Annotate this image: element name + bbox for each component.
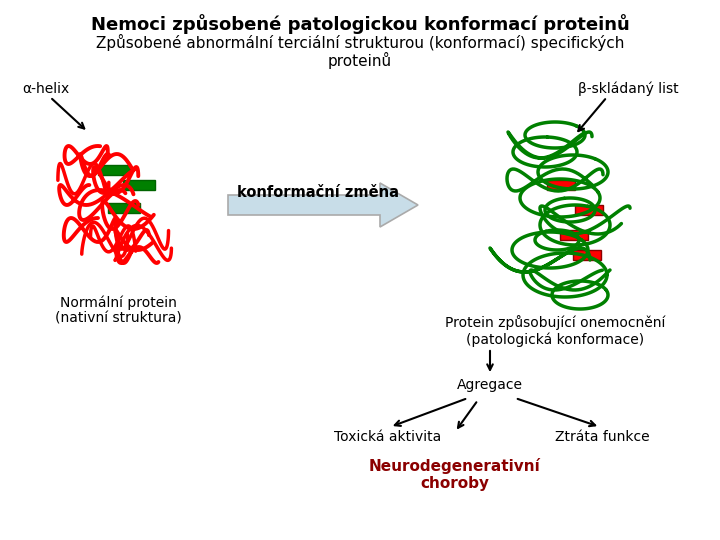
FancyBboxPatch shape	[108, 203, 140, 213]
FancyBboxPatch shape	[98, 165, 130, 175]
Text: Nemoci způsobené patologickou konformací proteinů: Nemoci způsobené patologickou konformací…	[91, 14, 629, 34]
Text: β-skládaný list: β-skládaný list	[578, 82, 679, 97]
Text: Způsobené abnormální terciální strukturou (konformací) specifických: Způsobené abnormální terciální strukturo…	[96, 34, 624, 51]
Text: Toxická aktivita: Toxická aktivita	[334, 430, 441, 444]
FancyBboxPatch shape	[575, 205, 603, 215]
FancyBboxPatch shape	[547, 180, 575, 190]
FancyBboxPatch shape	[573, 250, 601, 260]
Text: proteinů: proteinů	[328, 52, 392, 69]
Text: Agregace: Agregace	[457, 378, 523, 392]
Text: Ztráta funkce: Ztráta funkce	[554, 430, 649, 444]
Text: Neurodegenerativní
choroby: Neurodegenerativní choroby	[369, 458, 541, 491]
Text: Protein způsobující onemocnění
(patologická konformace): Protein způsobující onemocnění (patologi…	[445, 315, 665, 347]
Text: α-helix: α-helix	[22, 82, 69, 96]
FancyBboxPatch shape	[560, 230, 588, 240]
Polygon shape	[228, 183, 418, 227]
Text: Normální protein
(nativní struktura): Normální protein (nativní struktura)	[55, 295, 181, 326]
Text: konformační změna: konformační změna	[237, 185, 399, 200]
FancyBboxPatch shape	[123, 180, 155, 190]
